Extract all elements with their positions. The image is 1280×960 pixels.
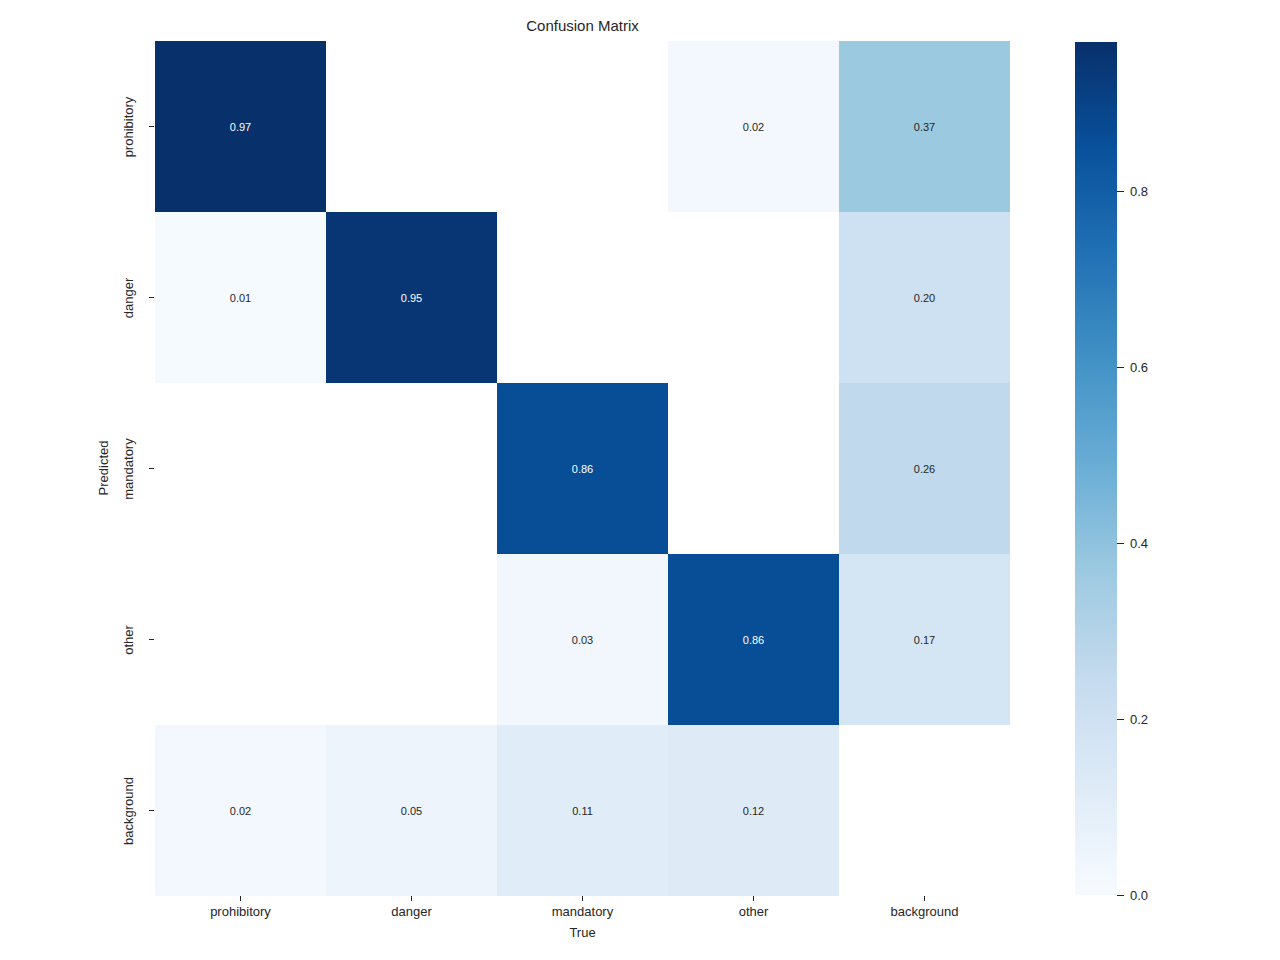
heatmap-cell: [668, 212, 839, 383]
heatmap-cell: 0.86: [497, 383, 668, 554]
colorbar-tick-label: 0.0: [1130, 888, 1148, 903]
heatmap-cell: 0.26: [839, 383, 1010, 554]
heatmap-cell: [326, 554, 497, 725]
colorbar-tick-mark: [1117, 895, 1124, 896]
heatmap-cell: 0.20: [839, 212, 1010, 383]
heatmap-cell: 0.01: [155, 212, 326, 383]
y-tick-label: prohibitory: [121, 41, 135, 212]
colorbar-tick-mark: [1117, 191, 1124, 192]
heatmap-cell: 0.11: [497, 725, 668, 896]
heatmap-cell: 0.86: [668, 554, 839, 725]
x-tick-label: background: [839, 904, 1010, 919]
x-tick-mark: [411, 896, 412, 901]
heatmap-grid: 0.970.020.370.010.950.200.860.260.030.86…: [155, 41, 1010, 896]
heatmap-cell: [668, 383, 839, 554]
x-tick-mark: [753, 896, 754, 901]
heatmap-cell: 0.02: [668, 41, 839, 212]
heatmap-cell: 0.03: [497, 554, 668, 725]
colorbar-tick-label: 0.4: [1130, 536, 1148, 551]
x-tick-mark: [240, 896, 241, 901]
heatmap-cell: [497, 41, 668, 212]
chart-title: Confusion Matrix: [155, 17, 1010, 34]
colorbar-tick-label: 0.6: [1130, 360, 1148, 375]
y-tick-label: other: [121, 554, 135, 725]
y-tick-mark: [149, 468, 154, 469]
x-tick-label: danger: [326, 904, 497, 919]
heatmap-cell: [326, 383, 497, 554]
confusion-matrix-figure: Confusion Matrix 0.970.020.370.010.950.2…: [0, 0, 1280, 960]
y-tick-mark: [149, 639, 154, 640]
y-tick-label: danger: [121, 212, 135, 383]
colorbar-tick-mark: [1117, 719, 1124, 720]
y-tick-label: background: [121, 725, 135, 896]
y-tick-label: mandatory: [121, 383, 135, 554]
heatmap-cell: [497, 212, 668, 383]
heatmap-cell: 0.97: [155, 41, 326, 212]
heatmap-cell: 0.37: [839, 41, 1010, 212]
x-tick-label: other: [668, 904, 839, 919]
colorbar-tick-mark: [1117, 367, 1124, 368]
x-tick-mark: [924, 896, 925, 901]
y-axis-label: Predicted: [97, 41, 111, 896]
heatmap-cell: 0.12: [668, 725, 839, 896]
colorbar-tick-label: 0.8: [1130, 184, 1148, 199]
colorbar: [1075, 42, 1117, 895]
heatmap-cell: [326, 41, 497, 212]
x-tick-label: prohibitory: [155, 904, 326, 919]
colorbar-tick-mark: [1117, 543, 1124, 544]
y-tick-mark: [149, 126, 154, 127]
heatmap-cell: 0.02: [155, 725, 326, 896]
heatmap-cell: [839, 725, 1010, 896]
heatmap-cell: 0.17: [839, 554, 1010, 725]
heatmap-cell: [155, 554, 326, 725]
colorbar-tick-label: 0.2: [1130, 712, 1148, 727]
heatmap-cell: [155, 383, 326, 554]
heatmap-cell: 0.05: [326, 725, 497, 896]
x-tick-label: mandatory: [497, 904, 668, 919]
heatmap-cell: 0.95: [326, 212, 497, 383]
y-tick-mark: [149, 810, 154, 811]
y-tick-mark: [149, 297, 154, 298]
x-tick-mark: [582, 896, 583, 901]
x-axis-label: True: [155, 925, 1010, 940]
